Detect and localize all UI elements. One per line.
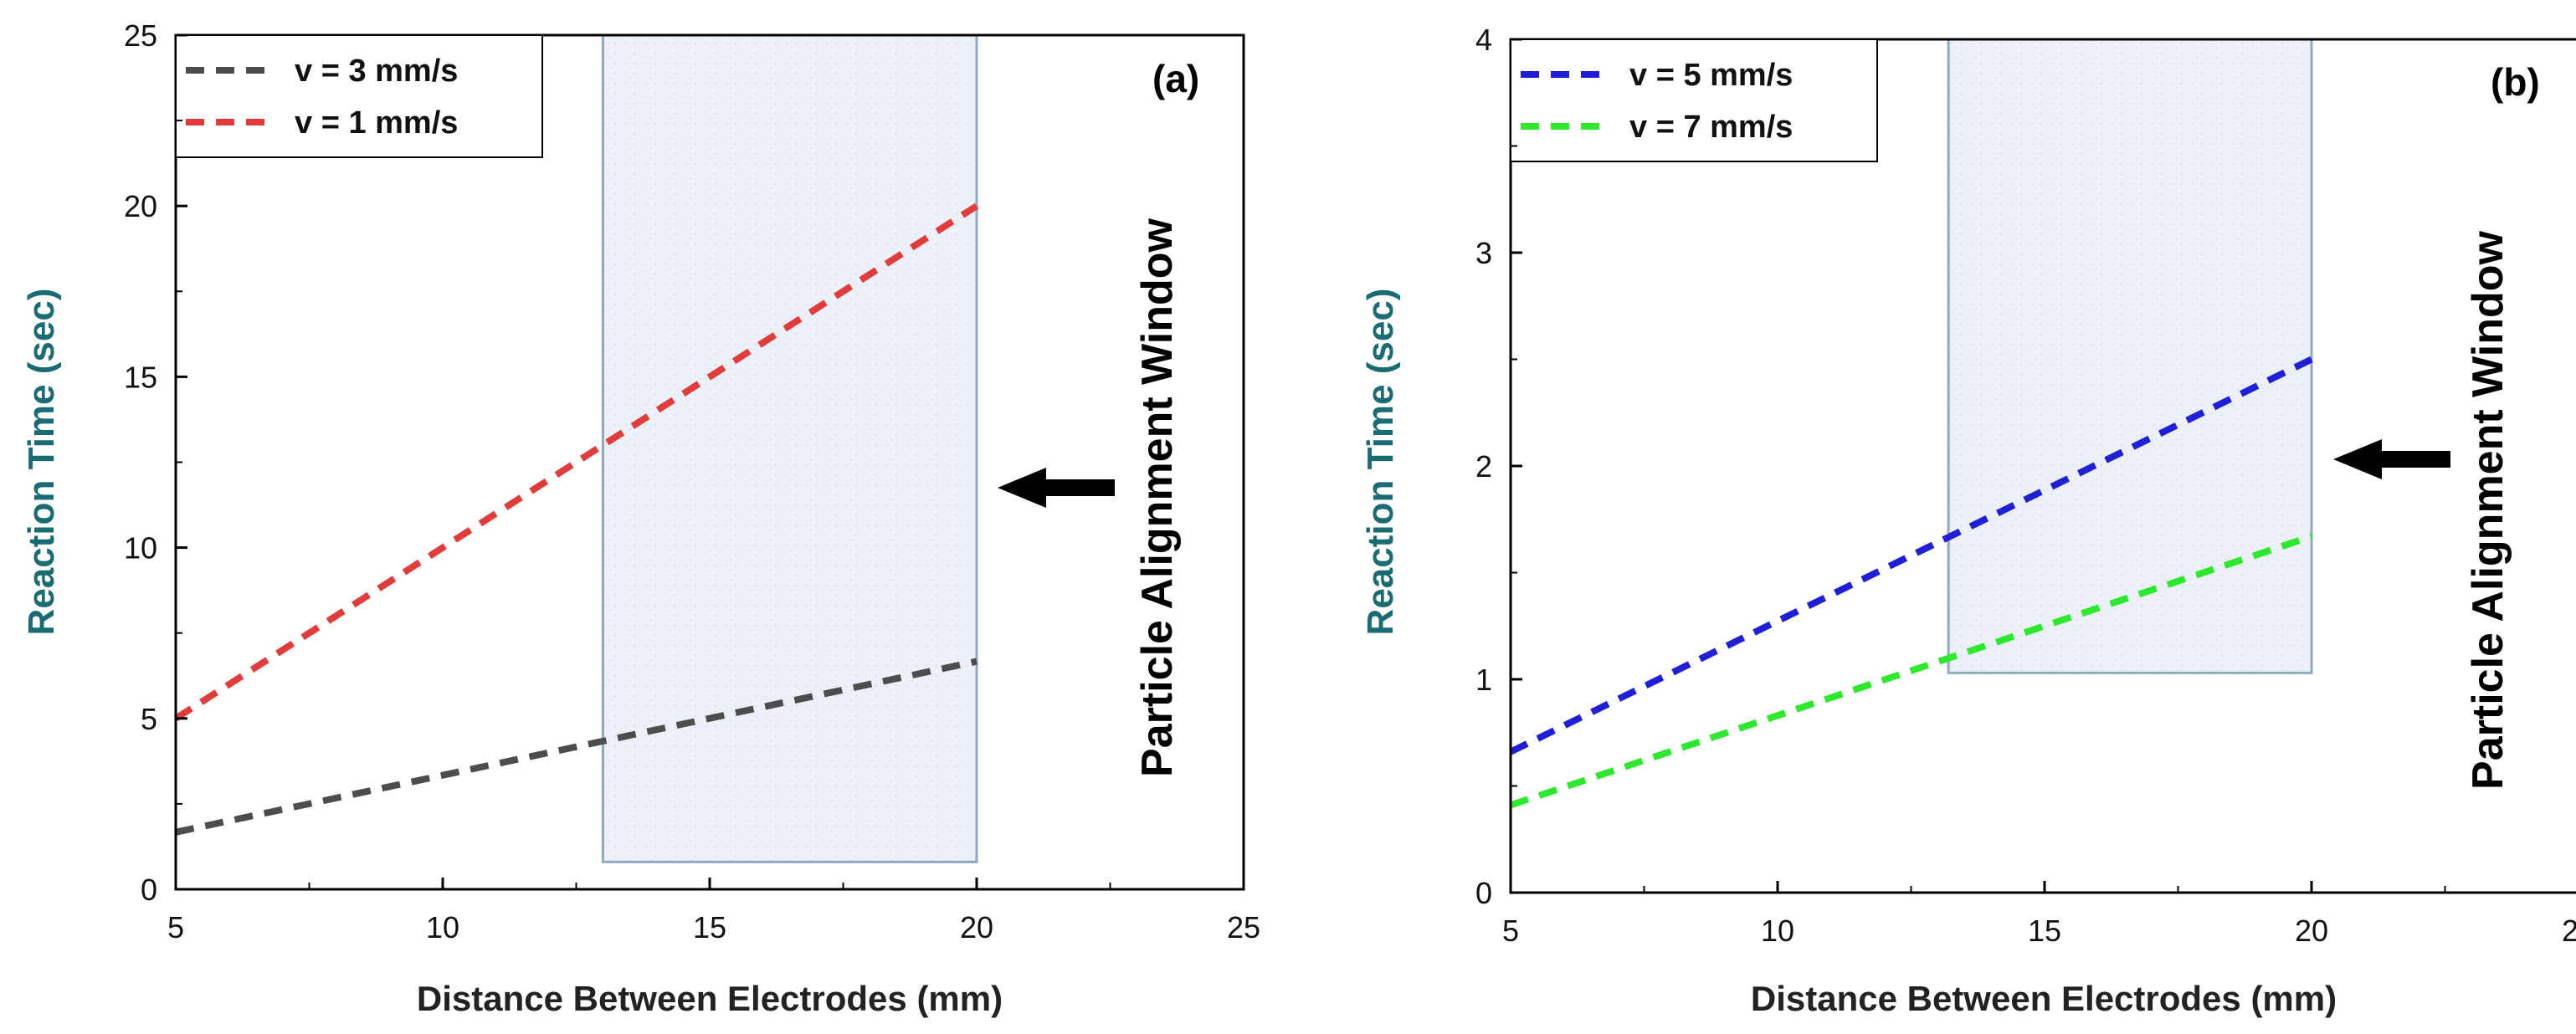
legend: v = 5 mm/s v = 7 mm/s: [1510, 38, 1878, 162]
y-axis: 0 5 10 15 20 25 Reaction Time (sec): [21, 18, 157, 907]
plot-lines: [1509, 356, 2313, 809]
plot-lines: [173, 202, 979, 836]
window-region: [601, 33, 978, 863]
x-tick-label: 5: [1502, 914, 1519, 948]
x-axis-title: Distance Between Electrodes (mm): [417, 979, 1003, 1018]
legend-box: [1510, 38, 1878, 162]
y-tick-label: 3: [1475, 236, 1492, 270]
legend-box: [175, 34, 543, 158]
y-tick-label: 1: [1475, 663, 1492, 697]
y-tick-label: 0: [1475, 876, 1492, 910]
y-tick-label: 5: [141, 702, 157, 736]
legend: v = 3 mm/s v = 1 mm/s: [175, 34, 543, 158]
series-line-v7: [1509, 533, 2313, 809]
y-axis-title: Reaction Time (sec): [21, 289, 62, 636]
x-axis: 5 10 15 20 25 Distance Between Electrode…: [1502, 914, 2576, 1018]
y-tick-label: 10: [124, 531, 157, 566]
legend-label-v1: v = 1 mm/s: [295, 105, 458, 141]
legend-label-v5: v = 5 mm/s: [1629, 58, 1793, 93]
x-tick-label: 10: [426, 910, 459, 944]
y-tick-label: 2: [1475, 449, 1492, 484]
x-tick-label: 15: [2028, 914, 2061, 948]
y-axis-title: Reaction Time (sec): [1360, 289, 1401, 636]
x-tick-label: 15: [693, 910, 726, 944]
x-axis-title: Distance Between Electrodes (mm): [1751, 979, 2337, 1018]
y-tick-label: 0: [141, 873, 157, 907]
panel-b: 0 1 2 3 4 Reaction Time (sec) 5 10 15 20…: [1360, 23, 2576, 1018]
panel-label: (b): [2491, 60, 2540, 104]
x-axis: 5 10 15 20 25 Distance Between Electrode…: [167, 910, 1260, 1018]
legend-label-v3: v = 3 mm/s: [295, 54, 458, 89]
series-line-v1: [173, 202, 979, 722]
legend-label-v7: v = 7 mm/s: [1629, 110, 1793, 145]
y-tick-label: 4: [1475, 23, 1492, 57]
x-tick-label: 5: [167, 910, 184, 944]
x-tick-label: 20: [960, 910, 993, 944]
series-line-v3: [175, 658, 978, 836]
window-label: Particle Alignment Window: [2464, 231, 2512, 790]
y-axis: 0 1 2 3 4 Reaction Time (sec): [1360, 23, 1492, 910]
arrow-icon: [998, 468, 1115, 508]
panel-a: 0 5 10 15 20 25 Reaction Time (sec) 5 10…: [21, 18, 1260, 1018]
window-region: [1947, 38, 2313, 674]
x-tick-label: 25: [2562, 914, 2576, 948]
x-tick-label: 20: [2295, 914, 2328, 948]
y-tick-label: 15: [124, 360, 157, 394]
arrow-icon: [2333, 439, 2450, 479]
x-tick-label: 10: [1761, 914, 1794, 948]
y-tick-label: 25: [124, 18, 157, 53]
y-tick-label: 20: [124, 189, 157, 223]
window-label: Particle Alignment Window: [1133, 218, 1182, 777]
x-tick-label: 25: [1227, 910, 1260, 944]
panel-label: (a): [1152, 57, 1199, 100]
